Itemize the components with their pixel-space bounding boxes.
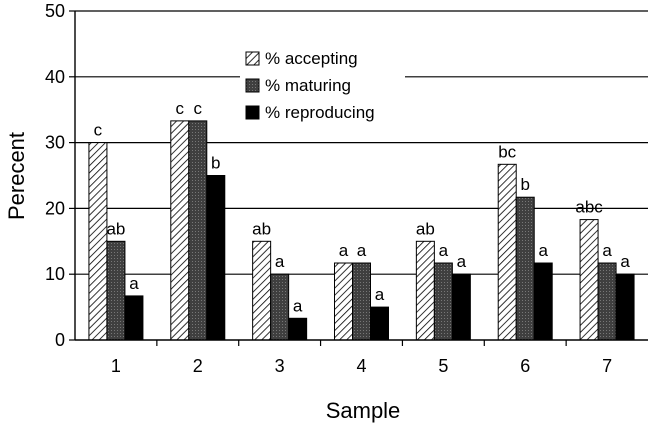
y-tick-label-30: 30 (45, 133, 65, 153)
bar-4-series-3 (370, 306, 389, 341)
bar-5-series-3 (451, 273, 471, 341)
x-tick-label-5: 5 (438, 356, 448, 376)
sig-label-5-series-3: a (457, 252, 467, 271)
sig-label-7-series-1: abc (575, 198, 603, 217)
sig-label-1-series-3: a (129, 274, 139, 293)
y-axis-title: Perecent (4, 132, 29, 220)
sig-label-2-series-3: b (211, 154, 220, 173)
bar-2-series-1 (170, 120, 190, 341)
bar-7-series-3 (615, 273, 635, 341)
sig-label-5-series-2: a (439, 241, 449, 260)
x-tick-label-6: 6 (520, 356, 530, 376)
bar-4-series-2 (352, 262, 371, 341)
bar-1-series-3 (124, 295, 144, 341)
sig-label-4-series-2: a (357, 241, 367, 260)
sig-label-6-series-2: b (520, 175, 529, 194)
y-tick-label-0: 0 (55, 330, 65, 350)
bar-1-series-1 (88, 142, 108, 341)
legend-box (240, 44, 405, 136)
x-tick-label-3: 3 (275, 356, 285, 376)
legend-label-1: % accepting (265, 49, 358, 68)
x-axis-title: Sample (326, 398, 401, 423)
legend-label-2: % maturing (265, 76, 351, 95)
x-tick-label-4: 4 (356, 356, 366, 376)
sig-label-3-series-3: a (293, 296, 303, 315)
y-tick-label-40: 40 (45, 67, 65, 87)
sig-label-3-series-2: a (275, 252, 285, 271)
bar-2-series-2 (188, 120, 208, 341)
axes: 0 10 20 30 40 50 1 2 3 4 5 6 7 (45, 1, 648, 376)
bars (88, 120, 635, 341)
sig-label-6-series-3: a (538, 241, 548, 260)
sig-label-1-series-1: c (94, 121, 103, 140)
x-tick-label-1: 1 (111, 356, 121, 376)
sig-label-7-series-3: a (620, 252, 630, 271)
sig-label-4-series-3: a (375, 285, 385, 304)
sig-label-3-series-1: ab (252, 219, 271, 238)
bar-6-series-3 (533, 262, 553, 341)
x-tick-label-2: 2 (193, 356, 203, 376)
bar-5-series-2 (433, 262, 453, 341)
bar-3-series-2 (270, 273, 290, 341)
y-tick-label-10: 10 (45, 264, 65, 284)
legend-swatch-3 (245, 105, 260, 120)
y-tick-label-20: 20 (45, 198, 65, 218)
sig-label-4-series-1: a (339, 241, 349, 260)
bar-7-series-1 (579, 219, 599, 341)
bar-7-series-2 (597, 262, 617, 341)
sig-label-2-series-1: c (176, 99, 185, 118)
bar-3-series-1 (252, 240, 272, 341)
bar-5-series-1 (415, 240, 435, 341)
legend-label-3: % reproducing (265, 103, 375, 122)
y-tick-label-50: 50 (45, 1, 65, 21)
bar-6-series-2 (515, 196, 535, 341)
bar-4-series-1 (334, 262, 353, 341)
x-tick-label-7: 7 (602, 356, 612, 376)
bar-6-series-1 (497, 163, 517, 341)
sig-label-7-series-2: a (602, 241, 612, 260)
legend: % accepting % maturing % reproducing (240, 44, 405, 136)
bar-3-series-3 (288, 317, 308, 341)
bar-2-series-3 (206, 175, 226, 341)
legend-swatch-1 (245, 51, 260, 66)
sig-label-5-series-1: ab (416, 219, 435, 238)
bar-1-series-2 (106, 240, 126, 341)
sig-label-6-series-1: bc (498, 142, 516, 161)
legend-swatch-2 (245, 78, 260, 93)
sig-label-1-series-2: ab (106, 219, 125, 238)
sig-label-2-series-2: c (194, 99, 203, 118)
